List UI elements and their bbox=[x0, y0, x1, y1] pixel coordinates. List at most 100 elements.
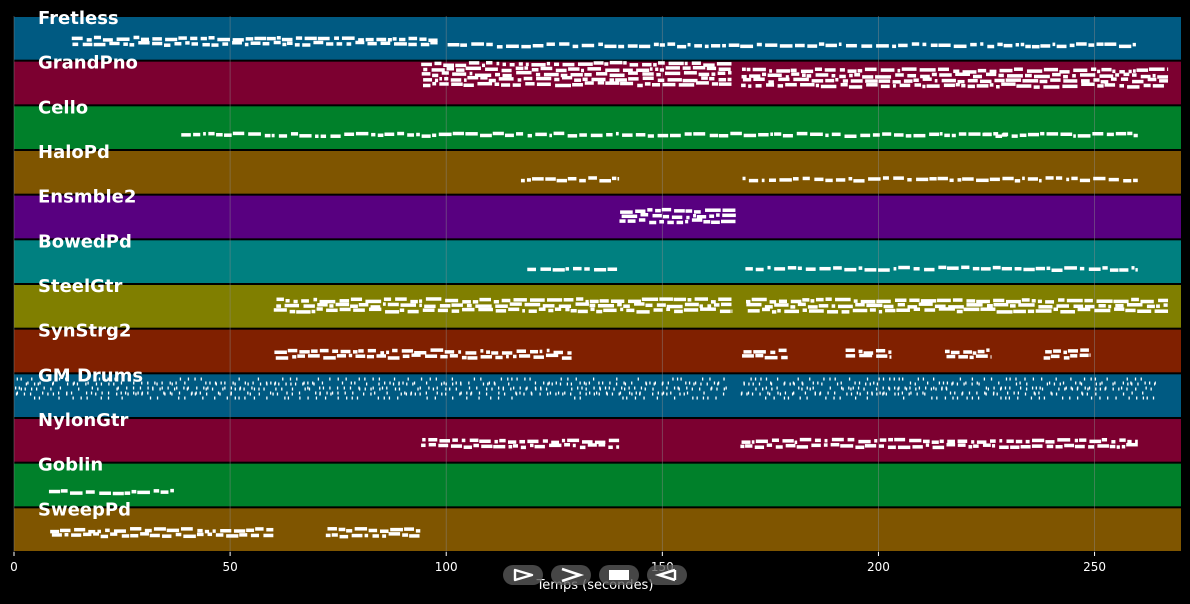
note bbox=[993, 132, 999, 136]
note bbox=[355, 131, 369, 136]
note bbox=[197, 528, 203, 533]
note bbox=[452, 396, 454, 400]
note bbox=[1118, 387, 1120, 391]
note bbox=[1027, 132, 1040, 137]
note bbox=[1002, 176, 1014, 181]
note bbox=[1085, 304, 1095, 309]
note bbox=[1023, 267, 1035, 272]
note bbox=[387, 38, 392, 42]
note bbox=[1033, 85, 1040, 89]
note bbox=[200, 377, 202, 381]
note bbox=[666, 307, 671, 312]
note bbox=[509, 302, 522, 306]
note bbox=[672, 377, 674, 381]
note bbox=[639, 391, 641, 395]
track-notes bbox=[527, 265, 1138, 272]
note bbox=[1015, 439, 1023, 444]
note bbox=[895, 73, 904, 77]
note bbox=[230, 391, 232, 395]
note bbox=[882, 386, 884, 390]
note bbox=[742, 77, 752, 82]
note bbox=[741, 440, 751, 444]
note bbox=[604, 386, 607, 390]
note bbox=[1091, 67, 1097, 71]
note bbox=[755, 84, 762, 88]
note bbox=[1031, 44, 1040, 49]
note bbox=[30, 387, 33, 391]
rewind-button[interactable] bbox=[647, 565, 687, 585]
note bbox=[619, 391, 622, 395]
note bbox=[865, 382, 867, 386]
note bbox=[400, 303, 417, 307]
note bbox=[90, 391, 93, 395]
note bbox=[196, 386, 198, 390]
rewind-icon bbox=[654, 568, 677, 582]
note bbox=[1096, 42, 1104, 46]
note bbox=[796, 131, 808, 136]
track-label: GM Drums bbox=[38, 365, 143, 386]
note bbox=[745, 267, 753, 271]
note bbox=[1017, 391, 1020, 395]
note bbox=[1003, 43, 1013, 48]
note bbox=[755, 353, 764, 358]
note bbox=[858, 266, 863, 270]
note bbox=[107, 391, 110, 395]
note bbox=[1101, 437, 1108, 442]
note bbox=[419, 303, 422, 308]
fast-forward-button[interactable] bbox=[551, 565, 591, 585]
note bbox=[638, 218, 646, 222]
note bbox=[687, 298, 692, 302]
note bbox=[858, 349, 863, 354]
note bbox=[1102, 266, 1108, 270]
track-notes bbox=[520, 176, 1138, 183]
note bbox=[742, 67, 746, 72]
note bbox=[1142, 391, 1144, 395]
note bbox=[1118, 44, 1132, 49]
note bbox=[1136, 68, 1149, 72]
track-notes bbox=[48, 488, 174, 496]
note bbox=[949, 178, 954, 183]
note bbox=[497, 386, 500, 390]
x-tick-label: 250 bbox=[1083, 560, 1106, 574]
note bbox=[404, 527, 415, 531]
note bbox=[755, 387, 757, 391]
note bbox=[393, 377, 396, 381]
note bbox=[596, 309, 603, 314]
note bbox=[1154, 381, 1156, 385]
note bbox=[430, 40, 438, 45]
note bbox=[340, 349, 351, 354]
stop-button[interactable] bbox=[599, 565, 639, 585]
note bbox=[107, 377, 109, 381]
note bbox=[524, 66, 529, 70]
note bbox=[995, 134, 1003, 138]
note bbox=[482, 382, 485, 386]
note bbox=[691, 61, 701, 65]
note bbox=[684, 302, 699, 307]
note bbox=[93, 377, 96, 381]
note bbox=[52, 381, 55, 385]
note bbox=[770, 350, 776, 355]
note bbox=[205, 387, 207, 391]
note bbox=[806, 74, 812, 78]
note bbox=[299, 396, 301, 400]
note bbox=[879, 438, 887, 442]
play-button[interactable] bbox=[503, 565, 543, 585]
note bbox=[680, 377, 682, 381]
note bbox=[1046, 132, 1059, 136]
note bbox=[897, 387, 899, 391]
note bbox=[664, 71, 681, 76]
note bbox=[666, 386, 668, 390]
note bbox=[595, 391, 598, 395]
note bbox=[479, 297, 492, 302]
note bbox=[593, 61, 604, 65]
note bbox=[585, 299, 589, 304]
note bbox=[897, 392, 900, 396]
note bbox=[885, 308, 896, 313]
note bbox=[579, 381, 581, 385]
note bbox=[676, 220, 684, 225]
note bbox=[551, 440, 560, 445]
note bbox=[1090, 377, 1092, 381]
note bbox=[184, 396, 186, 400]
note bbox=[409, 534, 420, 538]
note bbox=[1126, 387, 1128, 391]
